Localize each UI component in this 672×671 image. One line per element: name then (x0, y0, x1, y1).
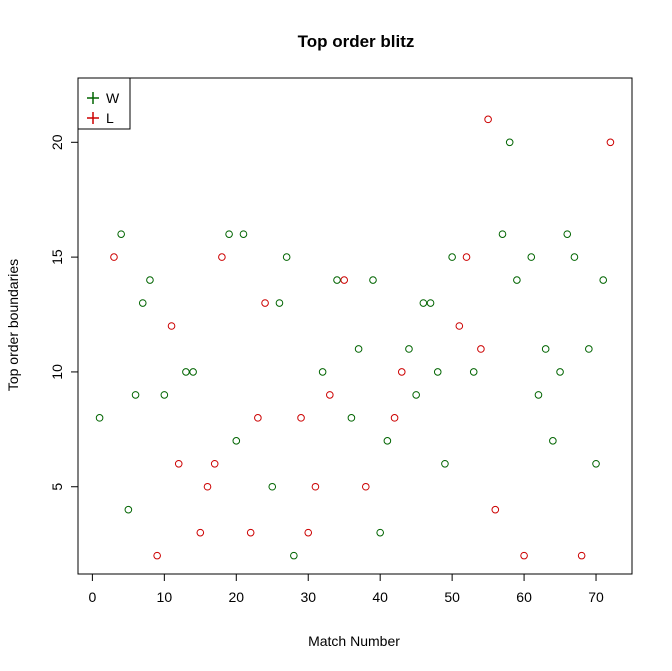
data-point-l (477, 345, 485, 353)
data-point-w (117, 230, 125, 238)
data-point-w (225, 230, 233, 238)
data-point-w (124, 505, 133, 514)
data-point-l (397, 368, 406, 376)
data-point-l (484, 115, 492, 124)
x-axis-label: Match Number (308, 633, 400, 649)
data-point-w (433, 368, 442, 376)
data-point-l (297, 414, 305, 422)
data-point-w (232, 437, 241, 445)
data-point-w (441, 459, 449, 468)
data-point-l (326, 391, 334, 399)
data-point-w (182, 368, 190, 376)
data-point-w (369, 276, 377, 284)
x-tick-label: 20 (228, 589, 244, 605)
y-axis-label: Top order boundaries (5, 259, 21, 391)
chart-title: Top order blitz (298, 32, 415, 51)
plot-frame (77, 77, 633, 575)
x-tick-label: 10 (157, 589, 173, 605)
data-point-w (448, 253, 456, 261)
data-point-l (153, 551, 161, 560)
data-point-w (131, 391, 140, 399)
data-point-w (412, 391, 420, 399)
data-point-w (290, 551, 298, 560)
x-tick-label: 70 (588, 589, 604, 605)
data-point-l (261, 299, 269, 307)
data-point-w (419, 299, 428, 307)
data-point-w (146, 276, 154, 284)
data-point-l (218, 253, 226, 261)
data-point-l (606, 138, 615, 147)
data-point-w (138, 299, 147, 307)
data-point-l (520, 551, 528, 560)
data-point-l (196, 528, 205, 537)
data-point-w (563, 230, 572, 238)
data-point-w (469, 368, 478, 376)
data-point-w (405, 345, 413, 353)
data-point-w (275, 299, 284, 307)
data-point-w (556, 368, 564, 376)
data-point-l (390, 414, 399, 422)
data-point-w (426, 299, 435, 307)
data-point-l (210, 459, 219, 468)
data-point-l (246, 528, 255, 537)
data-point-w (160, 391, 169, 399)
data-point-l (304, 528, 313, 537)
data-point-w (333, 276, 341, 284)
data-point-l (174, 459, 183, 468)
data-point-l (577, 551, 586, 560)
legend-box (77, 77, 131, 130)
x-tick-label: 30 (300, 589, 316, 605)
data-point-w (570, 253, 579, 261)
data-point-l (203, 482, 212, 491)
data-point-w (268, 482, 277, 491)
data-point-w (498, 230, 507, 238)
legend-label: W (106, 90, 120, 106)
legend-label: L (106, 110, 114, 126)
y-tick-label: 15 (49, 249, 65, 265)
data-point-w (318, 368, 327, 376)
legend: WL (77, 77, 131, 130)
data-points (95, 115, 615, 560)
y-axis: 5 10 15 20 (49, 134, 79, 491)
data-point-w (189, 368, 197, 376)
data-point-w (95, 414, 104, 422)
x-tick-label: 40 (372, 589, 388, 605)
y-tick-label: 5 (49, 483, 65, 491)
data-point-l (462, 253, 471, 261)
data-point-w (534, 391, 543, 399)
data-point-w (541, 345, 550, 353)
data-point-l (311, 482, 320, 491)
data-point-l (340, 276, 349, 284)
data-point-w (585, 345, 593, 353)
y-tick-label: 20 (49, 134, 65, 150)
data-point-w (599, 276, 608, 284)
data-point-l (110, 253, 118, 261)
data-point-l (361, 482, 370, 491)
x-tick-label: 60 (516, 589, 532, 605)
data-point-w (592, 459, 600, 468)
data-point-w (376, 528, 384, 537)
x-axis: 0 10 20 30 40 50 60 70 (88, 573, 604, 605)
data-point-l (491, 505, 500, 514)
data-point-w (282, 253, 291, 261)
data-point-w (354, 345, 363, 353)
data-point-w (513, 276, 521, 284)
x-tick-label: 50 (444, 589, 460, 605)
data-point-w (347, 414, 356, 422)
data-point-l (254, 414, 262, 422)
y-tick-label: 10 (49, 364, 65, 380)
data-point-w (239, 230, 248, 238)
data-point-w (383, 437, 392, 445)
data-point-w (505, 138, 514, 147)
data-point-l (455, 322, 464, 330)
data-point-l (167, 322, 176, 330)
x-tick-label: 0 (88, 589, 96, 605)
data-point-w (549, 437, 557, 445)
data-point-w (527, 253, 536, 261)
